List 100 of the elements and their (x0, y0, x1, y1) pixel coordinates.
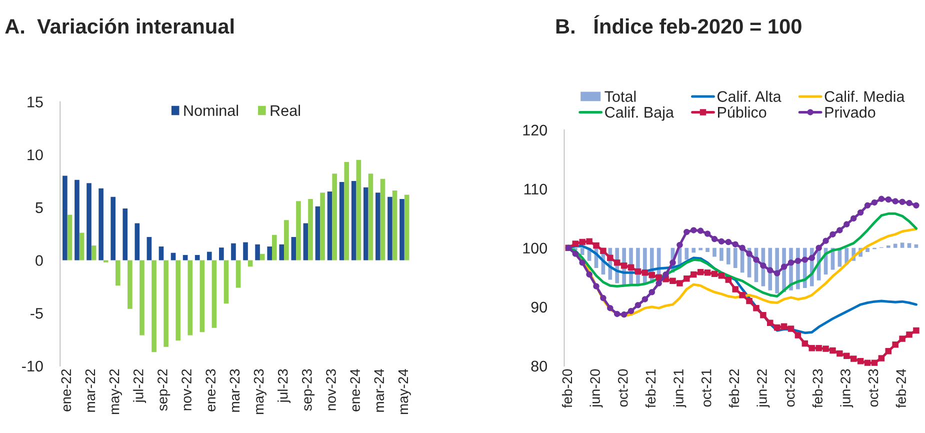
x-tick-label: nov-22 (182, 369, 192, 410)
point (572, 250, 579, 257)
legend-label: Total (604, 90, 636, 102)
bar (284, 220, 289, 260)
point (718, 272, 725, 279)
point (704, 230, 711, 237)
x-tick-label: jun-23 (840, 369, 854, 408)
point (711, 270, 718, 277)
bar (140, 260, 144, 336)
x-tick-label: feb-23 (812, 369, 823, 408)
point (774, 270, 780, 276)
bar (327, 192, 332, 260)
x-tick-label: may-23 (254, 369, 266, 414)
point (620, 262, 628, 269)
point (662, 271, 669, 278)
point (572, 240, 579, 247)
legend-label: Privado (825, 106, 876, 118)
point (794, 258, 802, 264)
y-tick-label: 100 (523, 242, 547, 254)
point (579, 238, 586, 246)
point (753, 304, 760, 312)
bar (248, 260, 253, 267)
x-tick-label: may-24 (398, 369, 411, 414)
bar (400, 198, 404, 260)
y-tick-label: 15 (28, 96, 43, 108)
bar (212, 260, 217, 328)
point (780, 264, 788, 270)
point (836, 350, 843, 357)
point (802, 256, 808, 263)
point (628, 264, 634, 270)
point (593, 242, 600, 249)
point (906, 200, 912, 206)
bar (388, 196, 392, 260)
x-tick-label: nov-23 (326, 369, 336, 410)
point (885, 196, 892, 203)
bar (368, 174, 374, 260)
point (892, 342, 898, 348)
x-tick-label: jul-23 (278, 369, 290, 403)
point (822, 346, 829, 352)
y-tick-label: 110 (524, 184, 547, 195)
x-tick-label: feb-24 (896, 369, 906, 408)
point (725, 276, 732, 283)
bar (344, 162, 350, 260)
bar (260, 254, 265, 260)
bar (122, 208, 128, 260)
bar (158, 246, 164, 260)
x-tick-label: sep-23 (302, 369, 315, 411)
bar (243, 242, 248, 260)
bar (188, 260, 193, 336)
point (857, 209, 864, 216)
point (850, 356, 857, 362)
y-tick-label: 10 (28, 149, 43, 160)
point (690, 227, 697, 234)
bar (392, 190, 398, 260)
y-tick-label: 0 (36, 255, 43, 266)
x-tick-label: oct-22 (784, 369, 795, 407)
point (586, 271, 592, 278)
point (690, 271, 697, 278)
legend-label: Calif. Media (824, 90, 905, 102)
bar (231, 243, 236, 260)
bar (134, 223, 140, 260)
point (913, 202, 920, 209)
point (844, 352, 850, 359)
x-tick-label: feb-22 (728, 369, 740, 408)
point (808, 345, 815, 352)
point (794, 332, 802, 338)
point (676, 280, 683, 286)
point (656, 280, 662, 286)
point (634, 268, 642, 275)
x-tick-label: jun-20 (590, 369, 603, 408)
point (871, 199, 878, 206)
bar (206, 252, 212, 260)
point (816, 345, 822, 352)
point (579, 260, 586, 266)
bar (164, 260, 168, 347)
point (822, 238, 829, 244)
x-tick-label: sep-22 (158, 369, 170, 411)
point (586, 238, 592, 245)
point (788, 260, 794, 266)
bar (320, 192, 325, 260)
x-tick-label: feb-20 (562, 369, 572, 408)
point (620, 311, 628, 318)
bar (351, 180, 356, 260)
point (642, 270, 648, 276)
point (718, 238, 725, 245)
bar (376, 192, 380, 260)
point (878, 196, 885, 202)
bar (332, 174, 337, 260)
point (774, 324, 780, 331)
legend-label: Calif. Alta (718, 90, 782, 102)
point (830, 347, 836, 354)
point (780, 323, 788, 330)
point (864, 202, 871, 209)
point (732, 241, 738, 248)
bar (146, 236, 152, 260)
bar (128, 260, 132, 309)
point (788, 326, 794, 332)
point (648, 289, 656, 296)
bar (219, 248, 224, 260)
x-tick-label: feb-21 (645, 369, 656, 408)
